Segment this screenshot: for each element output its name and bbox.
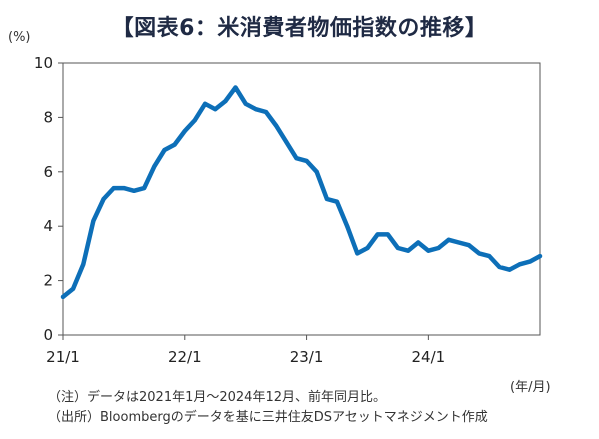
data-point bbox=[517, 262, 522, 267]
x-axis-unit: (年/月) bbox=[510, 380, 551, 395]
data-point bbox=[213, 107, 218, 112]
data-point bbox=[456, 240, 461, 245]
data-point bbox=[395, 245, 400, 250]
series-layer bbox=[60, 85, 543, 300]
data-point bbox=[223, 99, 228, 104]
y-tick-label: 2 bbox=[43, 272, 53, 290]
y-tick-label: 6 bbox=[43, 163, 53, 181]
data-point bbox=[61, 294, 65, 299]
data-point bbox=[527, 259, 532, 264]
data-point bbox=[446, 237, 451, 242]
data-point bbox=[335, 199, 340, 204]
data-point bbox=[497, 265, 502, 269]
data-point bbox=[121, 186, 126, 191]
data-point bbox=[152, 164, 157, 169]
data-point bbox=[132, 188, 137, 193]
x-tick-label: 21/1 bbox=[46, 348, 80, 366]
data-point bbox=[263, 109, 268, 114]
data-point bbox=[324, 197, 329, 201]
y-tick-label: 4 bbox=[43, 217, 53, 235]
data-point bbox=[284, 139, 289, 144]
data-point bbox=[71, 286, 76, 291]
axes bbox=[62, 62, 541, 336]
data-point bbox=[416, 240, 421, 245]
y-ticks: 0 2 4 6 8 10 bbox=[34, 54, 63, 344]
note-source: （出所）Bloombergのデータを基に三井住友DSアセットマネジメント作成 bbox=[48, 410, 488, 425]
data-point bbox=[487, 254, 492, 259]
data-point bbox=[101, 197, 106, 201]
data-point bbox=[294, 156, 299, 161]
data-point bbox=[142, 186, 147, 191]
note-data-description: （注）データは2021年1月～2024年12月、前年同月比。 bbox=[48, 390, 386, 405]
data-point bbox=[314, 169, 319, 174]
data-point bbox=[345, 224, 350, 229]
data-point bbox=[436, 245, 441, 250]
data-point bbox=[182, 129, 187, 133]
data-point bbox=[172, 142, 177, 147]
data-point bbox=[203, 101, 208, 106]
chart-title: 【図表6：米消費者物価指数の推移】 bbox=[111, 16, 488, 41]
data-point bbox=[274, 123, 279, 128]
data-point bbox=[233, 85, 238, 90]
data-point bbox=[507, 267, 512, 272]
data-point bbox=[406, 248, 411, 253]
y-axis-unit: (%) bbox=[8, 30, 31, 45]
x-tick-label: 23/1 bbox=[290, 348, 324, 366]
y-tick-label: 0 bbox=[43, 326, 53, 344]
x-tick-label: 22/1 bbox=[168, 348, 202, 366]
data-point bbox=[81, 262, 86, 267]
data-point bbox=[375, 232, 380, 237]
data-point bbox=[355, 251, 360, 256]
x-ticks: 21/1 22/1 23/1 24/1 bbox=[46, 335, 445, 366]
y-tick-label: 10 bbox=[34, 54, 53, 72]
data-point bbox=[91, 218, 96, 223]
data-point bbox=[466, 243, 471, 248]
data-point bbox=[426, 248, 431, 253]
data-point bbox=[162, 148, 167, 153]
data-point bbox=[304, 158, 309, 163]
data-point bbox=[111, 186, 116, 191]
data-point bbox=[538, 254, 542, 259]
data-point bbox=[243, 101, 248, 106]
data-point bbox=[477, 251, 482, 256]
data-point bbox=[365, 245, 370, 250]
x-tick-label: 24/1 bbox=[412, 348, 446, 366]
y-tick-label: 8 bbox=[43, 108, 53, 126]
data-point bbox=[192, 118, 197, 123]
plot-frame bbox=[62, 62, 541, 336]
data-point bbox=[253, 107, 258, 112]
data-point bbox=[385, 232, 390, 237]
